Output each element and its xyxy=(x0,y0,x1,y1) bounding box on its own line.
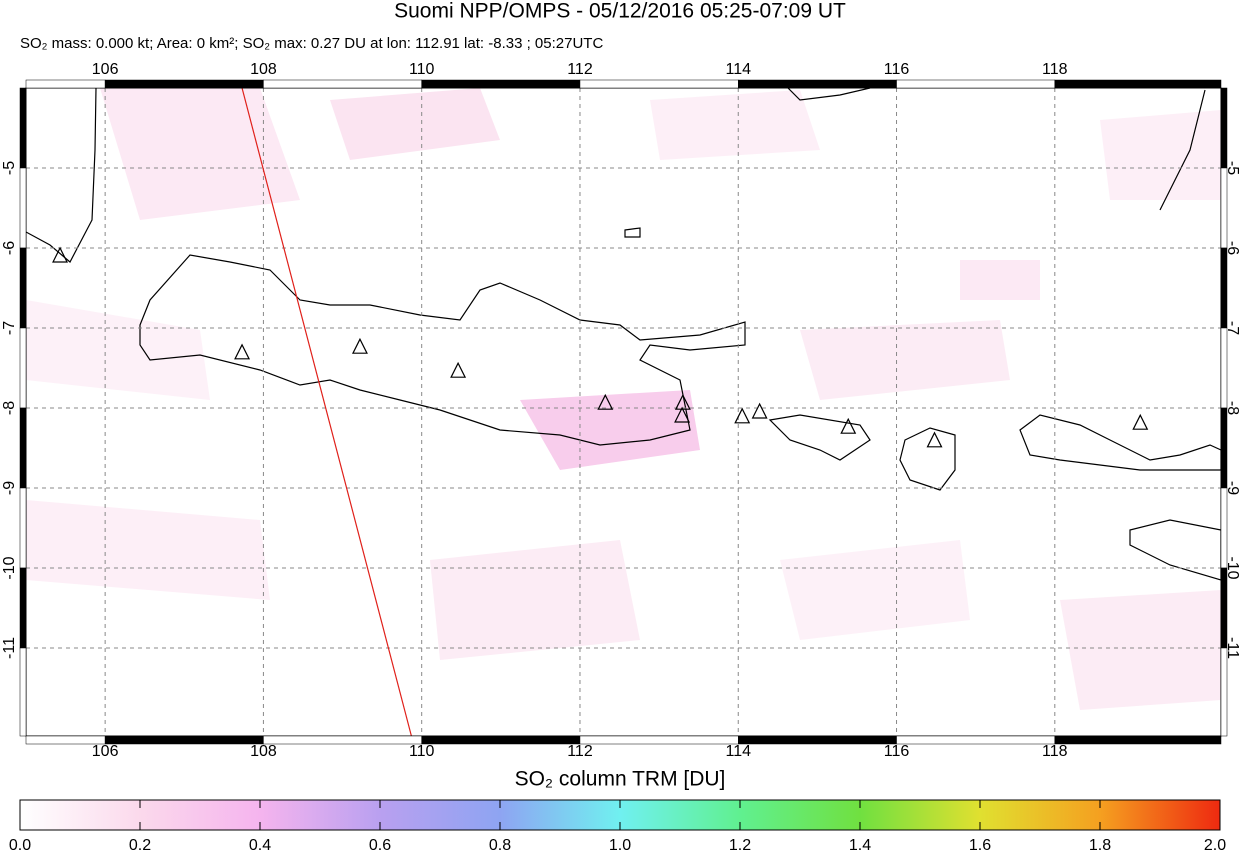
frame-bar xyxy=(579,79,739,89)
x-tick-label: 116 xyxy=(884,61,910,78)
colorbar-label: SO₂ column TRM [DU] xyxy=(515,768,726,791)
frame-bar xyxy=(738,79,897,89)
frame-bar xyxy=(19,247,27,329)
frame-bar xyxy=(25,735,106,745)
x-tick-label: 114 xyxy=(725,743,751,760)
y-tick-label: -9 xyxy=(1224,481,1239,495)
frame-bar xyxy=(1220,247,1228,329)
frame-bar xyxy=(263,735,422,745)
volcano-marker xyxy=(1132,413,1149,430)
coastlines xyxy=(26,88,1221,581)
colorbar-tick-label: 0.8 xyxy=(489,837,511,854)
volcano-marker xyxy=(751,402,768,419)
frame-bar xyxy=(19,567,27,649)
colorbar-tick-label: 0.2 xyxy=(129,837,151,854)
x-tick-label: 106 xyxy=(92,61,119,78)
x-tick-label: 116 xyxy=(884,743,910,760)
x-tick-label: 112 xyxy=(567,61,593,78)
frame-bar xyxy=(25,79,106,89)
x-tick-label: 110 xyxy=(409,61,435,78)
x-tick-label: 108 xyxy=(250,61,277,78)
frame-bar xyxy=(1220,567,1228,649)
frame-bar xyxy=(19,647,27,737)
volcano-marker xyxy=(734,407,751,424)
frame-bar xyxy=(1220,167,1228,249)
colorbar-tick-label: 1.2 xyxy=(729,837,751,854)
volcano-marker xyxy=(926,431,943,448)
volcano-marker xyxy=(234,343,251,360)
x-tick-label: 110 xyxy=(409,743,435,760)
volcano-marker xyxy=(840,417,857,434)
y-tick-label: -9 xyxy=(1,481,18,495)
y-tick-label: -8 xyxy=(1,401,18,415)
frame-bar xyxy=(19,87,27,169)
frame-bar xyxy=(19,487,27,569)
frame-bar xyxy=(104,79,264,89)
map-area xyxy=(26,88,1221,736)
y-tick-label: -6 xyxy=(1224,241,1239,255)
frame-bar xyxy=(1054,735,1222,745)
volcano-marker xyxy=(450,361,467,378)
frame-bar xyxy=(1220,487,1228,569)
volcano-marker xyxy=(674,406,691,423)
x-tick-label: 112 xyxy=(567,743,593,760)
frame-bar xyxy=(1220,407,1228,489)
y-tick-label: -6 xyxy=(1,241,18,255)
volcano-marker xyxy=(597,393,614,410)
colorbar-tick-label: 1.8 xyxy=(1089,837,1111,854)
y-tick-label: -7 xyxy=(1,321,18,335)
frame-bar xyxy=(263,79,422,89)
so2-pixels xyxy=(26,88,1221,710)
frame-bar xyxy=(896,79,1056,89)
y-tick-label: -10 xyxy=(1,556,18,579)
subtitle: SO₂ mass: 0.000 kt; Area: 0 km²; SO₂ max… xyxy=(20,35,603,52)
volcano-marker xyxy=(351,337,368,354)
frame-bar xyxy=(19,167,27,249)
colorbar-tick-label: 1.0 xyxy=(609,837,631,854)
frame-bar xyxy=(1054,79,1222,89)
y-tick-label: -10 xyxy=(1224,556,1239,579)
frame-bar xyxy=(19,407,27,489)
y-tick-label: -8 xyxy=(1224,401,1239,415)
frame-bar xyxy=(1220,647,1228,737)
colorbar-tick-label: 1.4 xyxy=(849,837,871,854)
frame-bar xyxy=(421,735,581,745)
y-tick-label: -5 xyxy=(1,161,18,175)
x-tick-label: 108 xyxy=(250,743,277,760)
x-tick-label: 106 xyxy=(92,743,119,760)
x-tick-label: 118 xyxy=(1042,743,1068,760)
colorbar-tick-label: 1.6 xyxy=(969,837,991,854)
x-tick-label: 114 xyxy=(725,61,751,78)
frame-bar xyxy=(738,735,897,745)
colorbar-tick-label: 2.0 xyxy=(1204,837,1226,854)
orbit-track xyxy=(241,88,412,736)
colorbar-tick-label: 0.4 xyxy=(249,837,271,854)
y-tick-label: -5 xyxy=(1224,161,1239,175)
frame-bar xyxy=(896,735,1056,745)
y-tick-label: -11 xyxy=(1224,637,1239,659)
volcano-marker xyxy=(52,246,69,263)
frame-bar xyxy=(19,327,27,409)
y-tick-label: -11 xyxy=(1,637,18,659)
frame-bar xyxy=(1220,87,1228,169)
y-tick-label: -7 xyxy=(1224,321,1239,335)
title: Suomi NPP/OMPS - 05/12/2016 05:25-07:09 … xyxy=(394,0,846,23)
colorbar-tick-label: 0.6 xyxy=(369,837,391,854)
x-tick-label: 118 xyxy=(1042,61,1068,78)
frame-bar xyxy=(579,735,739,745)
frame-bar xyxy=(104,735,264,745)
frame-bar xyxy=(1220,327,1228,409)
frame-bar xyxy=(421,79,581,89)
colorbar-tick-label: 0.0 xyxy=(9,837,31,854)
